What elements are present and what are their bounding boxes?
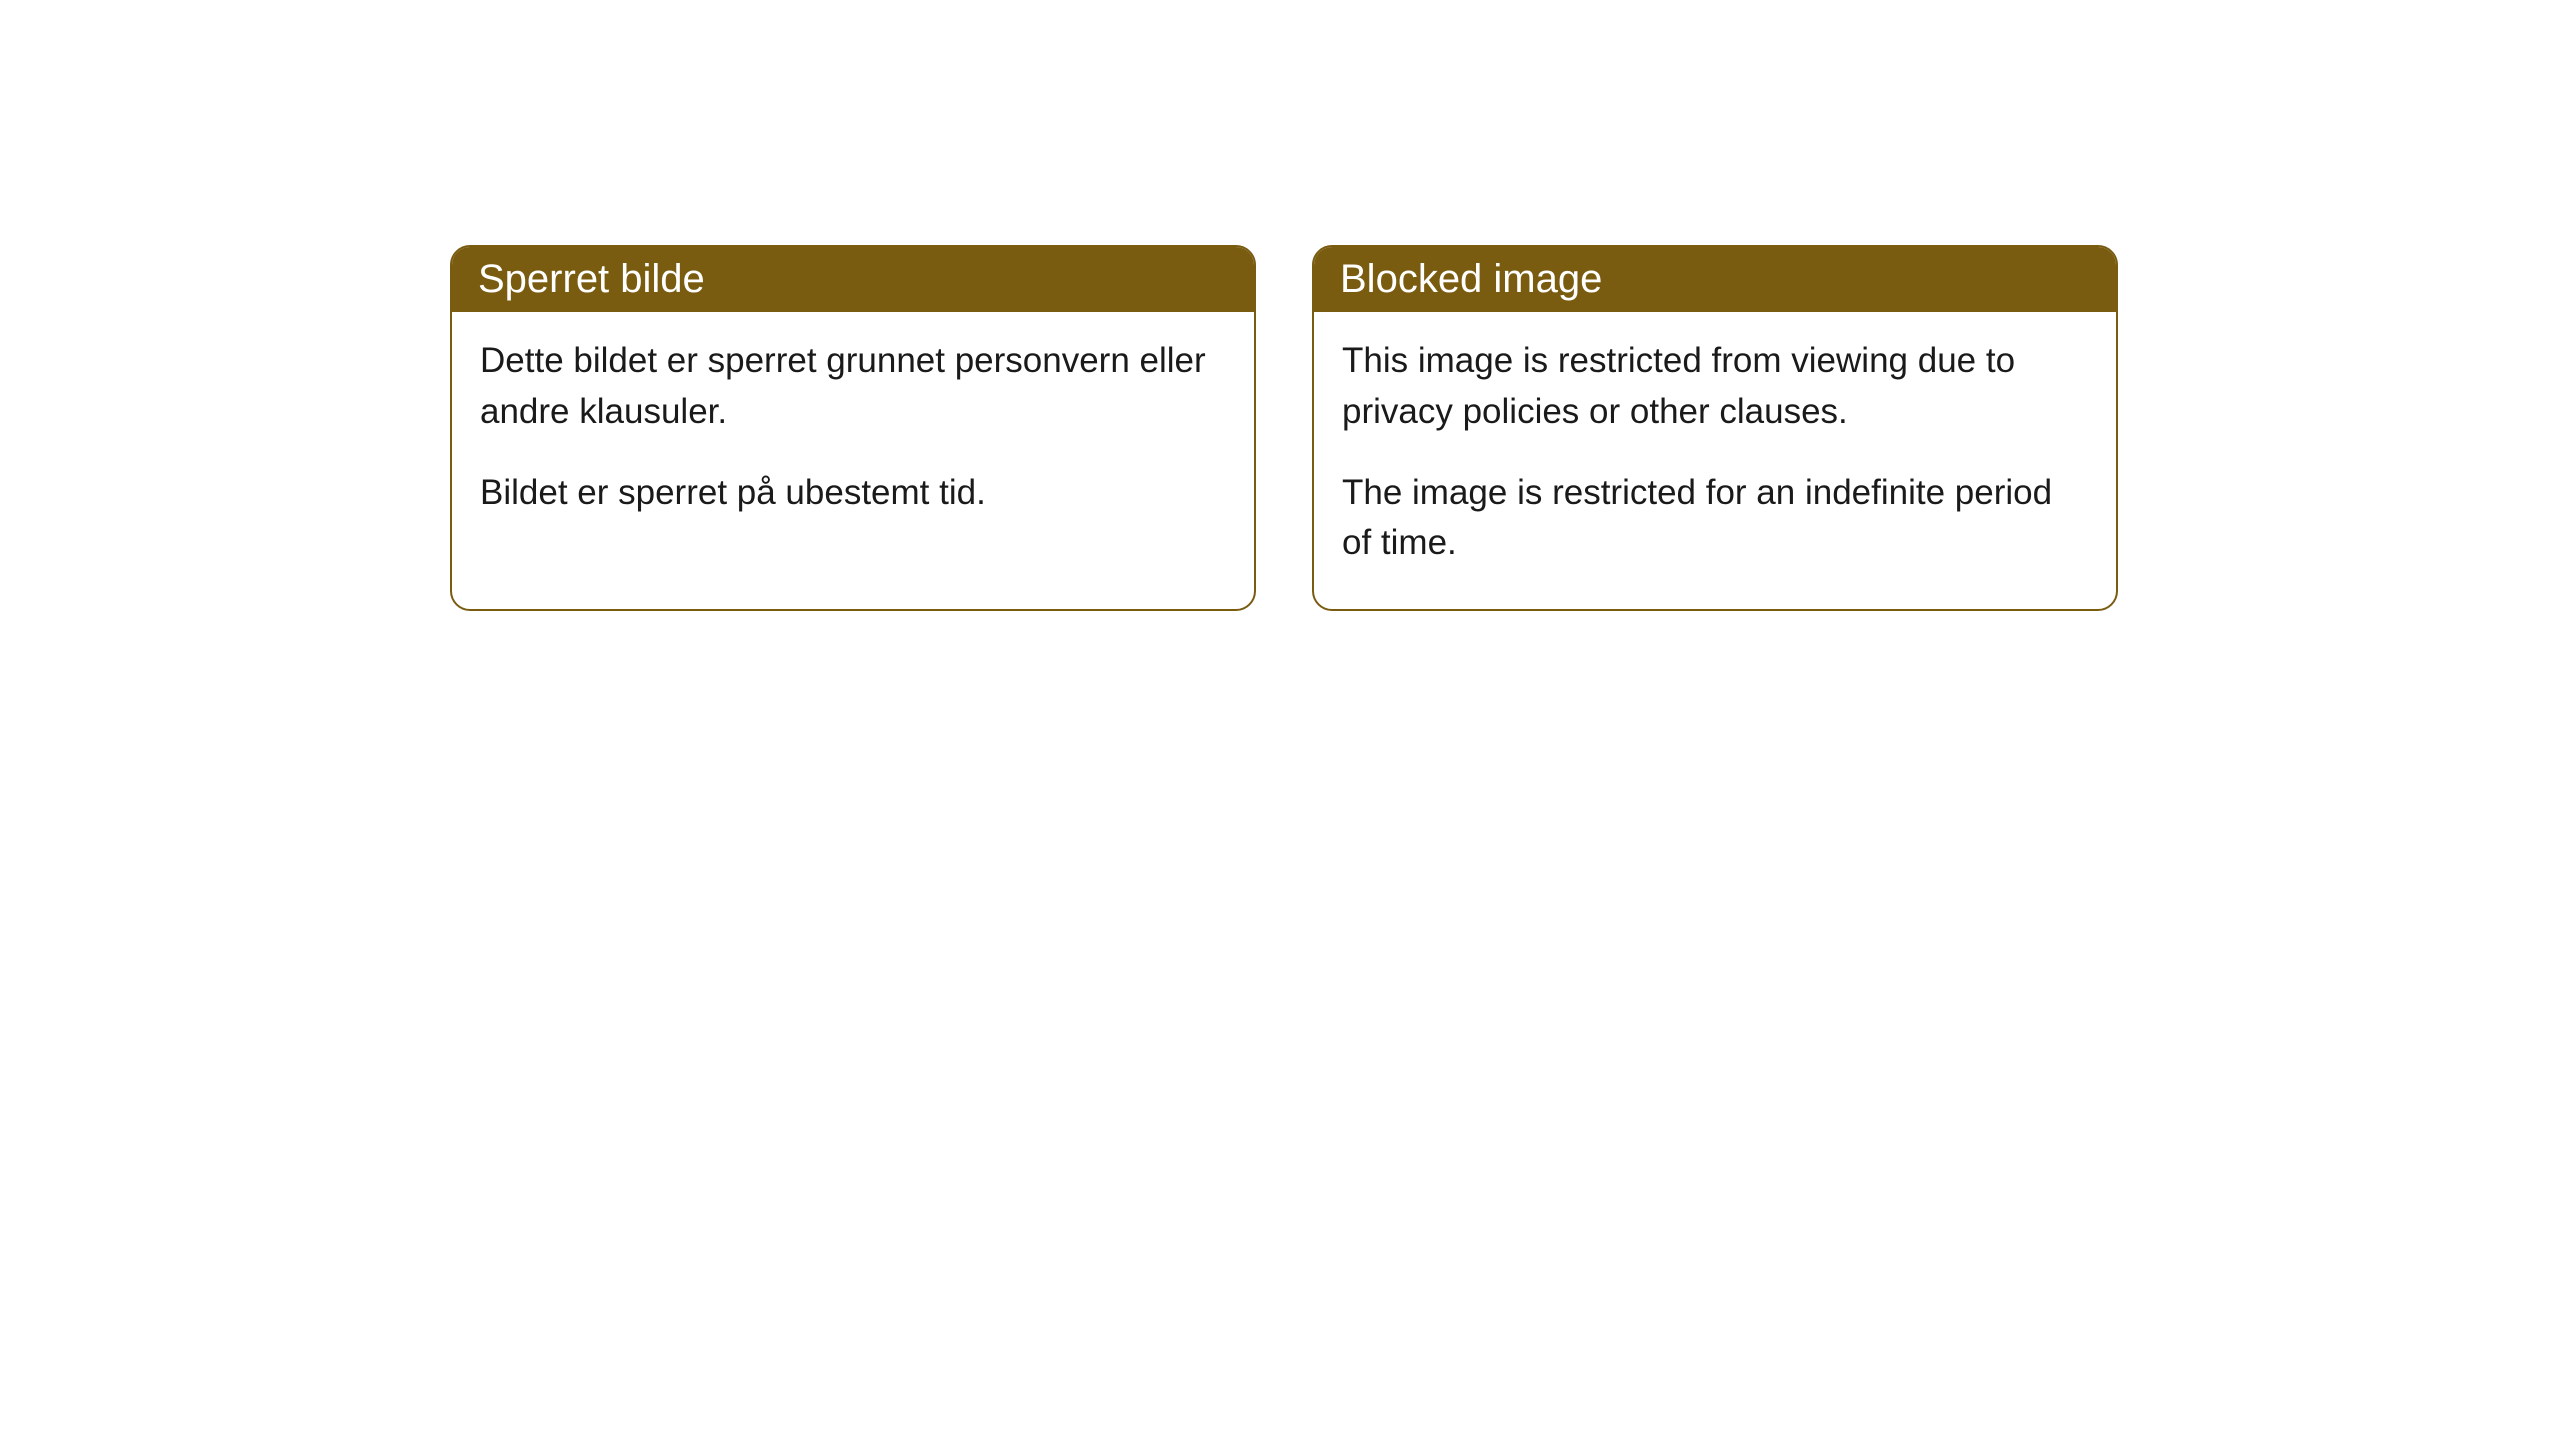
notice-card-norwegian: Sperret bilde Dette bildet er sperret gr… bbox=[450, 245, 1256, 611]
card-header-english: Blocked image bbox=[1314, 247, 2116, 312]
notice-card-container: Sperret bilde Dette bildet er sperret gr… bbox=[0, 0, 2560, 611]
card-title: Sperret bilde bbox=[478, 257, 705, 301]
card-paragraph: Bildet er sperret på ubestemt tid. bbox=[480, 468, 1226, 519]
card-body-english: This image is restricted from viewing du… bbox=[1314, 312, 2116, 609]
card-header-norwegian: Sperret bilde bbox=[452, 247, 1254, 312]
card-body-norwegian: Dette bildet er sperret grunnet personve… bbox=[452, 312, 1254, 558]
card-title: Blocked image bbox=[1340, 257, 1602, 301]
card-paragraph: This image is restricted from viewing du… bbox=[1342, 336, 2088, 438]
card-paragraph: Dette bildet er sperret grunnet personve… bbox=[480, 336, 1226, 438]
notice-card-english: Blocked image This image is restricted f… bbox=[1312, 245, 2118, 611]
card-paragraph: The image is restricted for an indefinit… bbox=[1342, 468, 2088, 570]
